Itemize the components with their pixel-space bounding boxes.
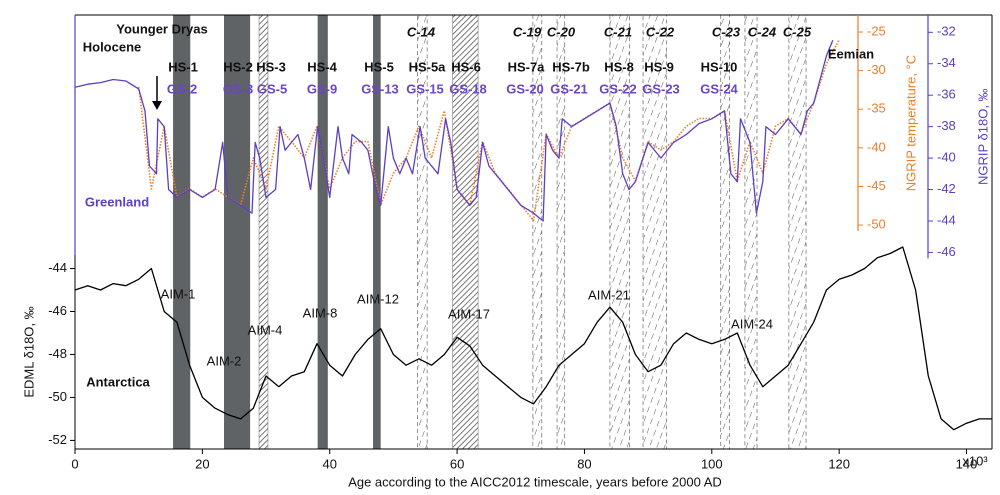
stadial-labels: GS-13 bbox=[361, 81, 399, 96]
aim-labels: AIM-8 bbox=[303, 305, 338, 320]
event-labels: HS-6 bbox=[451, 59, 481, 74]
event-labels: HS-8 bbox=[604, 59, 634, 74]
x-axis-multiplier: x10³ bbox=[962, 453, 988, 468]
y3-tick-label: -40 bbox=[867, 139, 886, 154]
cold-event-labels: C-14 bbox=[407, 24, 436, 39]
labels: Younger Dryas Holocene HS-1 HS-2 HS-3 HS-4 HS-… bbox=[83, 21, 874, 389]
arrow-head bbox=[152, 101, 162, 110]
event-labels: HS-3 bbox=[256, 59, 286, 74]
x-tick-label: 120 bbox=[828, 456, 850, 471]
x-tick-label: 80 bbox=[577, 456, 591, 471]
cold-event-labels: C-22 bbox=[646, 24, 675, 39]
cold-event-labels: C-19 bbox=[513, 24, 542, 39]
stadial-labels: GS-15 bbox=[406, 81, 444, 96]
y-tick-label: -46 bbox=[48, 303, 67, 318]
y2-tick-label: -36 bbox=[937, 87, 956, 102]
cold-event-labels: C-21 bbox=[604, 24, 632, 39]
stadial-labels: GS-18 bbox=[449, 81, 487, 96]
stadial-labels: GS-20 bbox=[506, 81, 544, 96]
series-line bbox=[74, 39, 834, 222]
stadial-band bbox=[788, 14, 807, 450]
event-labels: Holocene bbox=[83, 39, 142, 54]
region-label: Greenland bbox=[85, 194, 149, 209]
aim-labels: AIM-1 bbox=[161, 286, 196, 301]
event-labels: HS-7a bbox=[508, 59, 546, 74]
event-labels: Eemian bbox=[828, 46, 874, 61]
y2-tick-label: -38 bbox=[937, 118, 956, 133]
stadial-band bbox=[720, 14, 730, 450]
stadial-band bbox=[373, 15, 381, 449]
y2-tick-label: -32 bbox=[937, 24, 956, 39]
event-labels: HS-4 bbox=[307, 59, 337, 74]
aim-labels: AIM-24 bbox=[731, 316, 773, 331]
event-labels: HS-7b bbox=[552, 59, 590, 74]
y3-axis-title: NGRIP temperature, °C bbox=[903, 55, 918, 191]
event-labels: HS-1 bbox=[168, 59, 198, 74]
y2-tick-label: -42 bbox=[937, 181, 956, 196]
y2-tick-label: -44 bbox=[937, 212, 956, 227]
event-labels: Younger Dryas bbox=[116, 21, 208, 36]
region-label: Antarctica bbox=[86, 374, 150, 389]
x-tick-label: 60 bbox=[450, 456, 464, 471]
event-labels: HS-5 bbox=[364, 59, 394, 74]
stadial-labels: GS-3 bbox=[223, 81, 253, 96]
stadial-labels: GS-21 bbox=[550, 81, 588, 96]
y2-tick-label: -40 bbox=[937, 150, 956, 165]
y3-tick-label: -30 bbox=[867, 62, 886, 77]
y-tick-label: -48 bbox=[48, 346, 67, 361]
x-tick-label: 40 bbox=[322, 456, 336, 471]
event-labels: HS-5a bbox=[409, 59, 447, 74]
aim-labels: AIM-2 bbox=[207, 353, 242, 368]
aim-labels: AIM-17 bbox=[448, 306, 490, 321]
cold-event-labels: C-24 bbox=[748, 24, 777, 39]
stadial-labels: GS-24 bbox=[700, 81, 738, 96]
stadial-band bbox=[744, 14, 758, 450]
y3-tick-label: -35 bbox=[867, 101, 886, 116]
series-line bbox=[74, 246, 992, 431]
stadial-band bbox=[532, 14, 543, 450]
event-labels: HS-10 bbox=[701, 59, 738, 74]
y-axis-title: EDML δ18O, ‰ bbox=[21, 306, 36, 397]
aim-labels: AIM-12 bbox=[357, 291, 399, 306]
lines bbox=[74, 39, 992, 431]
event-labels: HS-9 bbox=[644, 59, 674, 74]
stadial-band bbox=[317, 15, 328, 449]
y2-tick-label: -34 bbox=[937, 55, 956, 70]
cold-event-labels: C-23 bbox=[712, 24, 741, 39]
x-tick-label: 140 bbox=[956, 456, 978, 471]
cold-event-labels: C-25 bbox=[783, 24, 812, 39]
y-tick-label: -52 bbox=[48, 432, 67, 447]
stadial-labels: GS-22 bbox=[599, 81, 637, 96]
stadial-band bbox=[224, 15, 251, 449]
stadial-band bbox=[173, 15, 191, 449]
aim-labels: AIM-4 bbox=[248, 322, 283, 337]
stadial-labels: GS-5 bbox=[257, 81, 287, 96]
x-tick-label: 100 bbox=[701, 456, 723, 471]
cold-event-labels: C-20 bbox=[547, 24, 576, 39]
aim-labels: AIM-21 bbox=[588, 287, 630, 302]
stadial-labels: GS-9 bbox=[307, 81, 337, 96]
event-labels: HS-2 bbox=[223, 59, 253, 74]
y3-tick-label: -50 bbox=[867, 216, 886, 231]
y2-axis-title: NGRIP δ18O, ‰ bbox=[975, 88, 990, 185]
x-axis-title: Age according to the AICC2012 timescale,… bbox=[348, 474, 722, 489]
x-tick-label: 20 bbox=[195, 456, 209, 471]
stadial-band bbox=[452, 14, 479, 450]
stadial-labels: GS-23 bbox=[642, 81, 680, 96]
y-tick-label: -50 bbox=[48, 389, 67, 404]
stadial-band bbox=[556, 14, 566, 450]
y-tick-label: -44 bbox=[48, 260, 67, 275]
y2-tick-label: -46 bbox=[937, 244, 956, 259]
bands bbox=[173, 14, 807, 450]
x-tick-label: 0 bbox=[71, 456, 78, 471]
stadial-band bbox=[609, 14, 631, 450]
y3-tick-label: -45 bbox=[867, 178, 886, 193]
stadial-band bbox=[642, 14, 667, 450]
y3-tick-label: -25 bbox=[867, 23, 886, 38]
stadial-band bbox=[417, 14, 428, 450]
stadial-labels: GS-2 bbox=[167, 81, 197, 96]
